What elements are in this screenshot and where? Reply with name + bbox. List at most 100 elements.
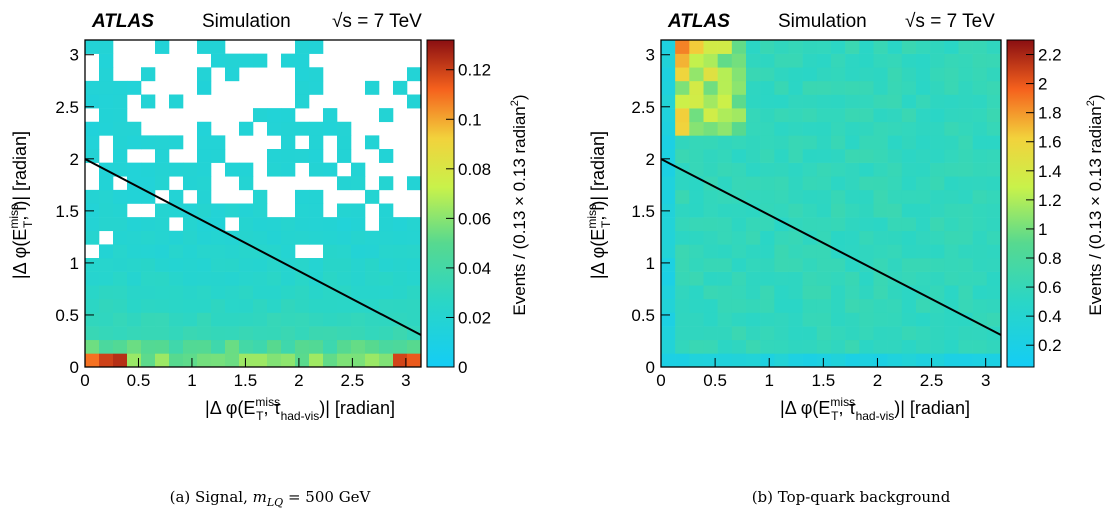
heatmap-cell [155, 230, 170, 245]
heatmap-cell [323, 121, 338, 136]
heatmap-cell [986, 217, 1002, 232]
heatmap-cell [873, 149, 888, 163]
heatmap-cell [901, 121, 917, 136]
heatmap-cell [407, 285, 422, 300]
heatmap-cell [831, 353, 846, 368]
heatmap-cell [675, 94, 690, 109]
heatmap-cell [267, 108, 282, 123]
heatmap-cell [675, 176, 690, 191]
heatmap-cell [873, 162, 888, 177]
heatmap-cell [323, 162, 338, 177]
heatmap-cell [944, 326, 959, 341]
heatmap-cell [944, 258, 959, 272]
heatmap-cell [986, 94, 1002, 109]
heatmap-cell [760, 189, 775, 204]
heatmap-cell [323, 217, 338, 232]
heatmap-cell [717, 80, 733, 95]
heatmap-cell [958, 149, 973, 163]
heatmap-cell [986, 285, 1002, 300]
heatmap-cell [944, 149, 959, 163]
heatmap-cell [873, 326, 888, 341]
heatmap-cell [731, 298, 747, 313]
heatmap-cell [717, 298, 733, 313]
heatmap-cell [309, 67, 324, 82]
heatmap-cell [253, 217, 268, 232]
heatmap-cell [873, 339, 888, 354]
heatmap-cell [972, 94, 988, 109]
heatmap-cell [788, 258, 803, 272]
z-tick-label: 1.8 [1038, 104, 1062, 123]
heatmap-cell [253, 285, 268, 300]
heatmap-cell [309, 40, 324, 54]
heatmap-cell [337, 176, 352, 191]
heatmap-cell [760, 244, 775, 259]
heatmap-cell [760, 135, 775, 150]
heatmap-cell [85, 121, 100, 136]
z-tick-label: 2.2 [1038, 46, 1062, 65]
heatmap-cell [746, 353, 761, 368]
heatmap-cell [169, 189, 184, 204]
heatmap-cell [703, 189, 718, 204]
heatmap-cell [788, 176, 803, 191]
heatmap-cell [365, 298, 380, 313]
heatmap-cell [873, 176, 888, 191]
heatmap-cell [859, 162, 874, 177]
heatmap-cell [197, 326, 212, 341]
heatmap-cell [746, 230, 761, 245]
heatmap-cell [393, 339, 408, 354]
heatmap-cell [197, 149, 212, 163]
heatmap-cell [225, 162, 240, 177]
heatmap-cell [972, 326, 988, 341]
heatmap-cell [901, 135, 917, 150]
heatmap-cell [859, 53, 874, 68]
heatmap-cell [831, 80, 846, 95]
heatmap-cell [958, 176, 973, 191]
heatmap-cell [717, 244, 733, 259]
heatmap-cell [746, 298, 761, 313]
simulation-label: Simulation [202, 11, 291, 32]
heatmap-cell [760, 121, 775, 136]
heatmap-cell [802, 189, 818, 204]
heatmap-cell [225, 326, 240, 341]
z-tick-label: 1.4 [1038, 162, 1062, 181]
heatmap-cell [845, 285, 860, 300]
heatmap-cell [887, 67, 903, 82]
heatmap-cell [972, 108, 988, 123]
heatmap-cell [267, 353, 282, 368]
heatmap-cell [267, 230, 282, 245]
heatmap-cell [85, 258, 100, 272]
heatmap-cell [746, 176, 761, 191]
heatmap-cell [930, 326, 945, 341]
heatmap-cell [197, 258, 212, 272]
heatmap-cell [887, 121, 903, 136]
heatmap-cell [958, 217, 973, 232]
heatmap-cell [887, 149, 903, 163]
heatmap-cell [393, 326, 408, 341]
heatmap-cell [930, 40, 945, 54]
heatmap-cell [661, 339, 676, 354]
heatmap-cell [239, 217, 254, 232]
heatmap-cell [887, 339, 903, 354]
heatmap-cell [901, 162, 917, 177]
heatmap-cell [887, 53, 903, 68]
heatmap-cell [816, 189, 832, 204]
heatmap-cell [281, 230, 296, 245]
heatmap-cell [407, 230, 422, 245]
heatmap-cell [760, 162, 775, 177]
heatmap-cell [944, 189, 959, 204]
plot-frame [84, 39, 422, 368]
heatmap-cell [816, 203, 832, 218]
heatmap-cell [197, 80, 212, 95]
heatmap-cell [703, 94, 718, 109]
heatmap-cell [267, 339, 282, 354]
heatmap-cell [731, 353, 747, 368]
heatmap-cell [407, 217, 422, 232]
heatmap-cell [887, 94, 903, 109]
heatmap-cell [774, 203, 789, 218]
heatmap-cell [972, 298, 988, 313]
heatmap-cell [379, 217, 394, 232]
heatmap-cell [211, 135, 226, 150]
heatmap-cell [901, 94, 917, 109]
heatmap-cell [689, 162, 704, 177]
heatmap-cell [675, 108, 690, 123]
